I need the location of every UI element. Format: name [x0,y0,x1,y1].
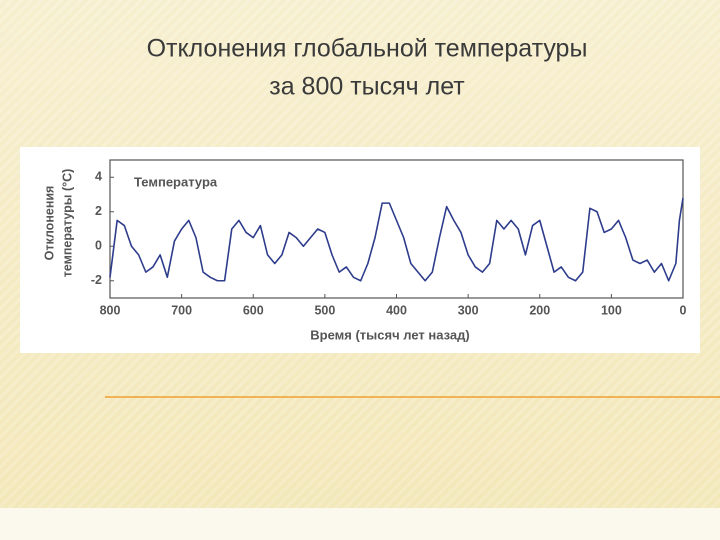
y-axis-label: Отклонения [42,186,56,261]
legend-label: Температура [134,174,218,189]
x-tick-label: 800 [100,303,121,317]
y-axis-label: температуры (°C) [60,169,74,278]
footer-band [0,508,720,540]
chart-panel [20,147,700,353]
x-axis-label: Время (тысяч лет назад) [310,327,469,342]
x-tick-label: 300 [458,303,479,317]
temperature-line [109,197,684,282]
title-line: Отклонения глобальной температуры [147,35,588,63]
y-tick-label: -2 [91,273,102,287]
title-line: за 800 тысяч лет [269,73,465,101]
x-tick-label: 600 [243,303,264,317]
x-tick-label: 100 [601,303,622,317]
x-tick-label: 0 [680,303,687,317]
y-tick-label: 4 [95,170,102,184]
x-tick-label: 700 [171,303,192,317]
x-tick-label: 400 [386,303,407,317]
x-tick-label: 500 [314,303,335,317]
x-tick-label: 200 [529,303,550,317]
y-tick-label: 2 [95,204,102,218]
y-tick-label: 0 [95,239,102,253]
